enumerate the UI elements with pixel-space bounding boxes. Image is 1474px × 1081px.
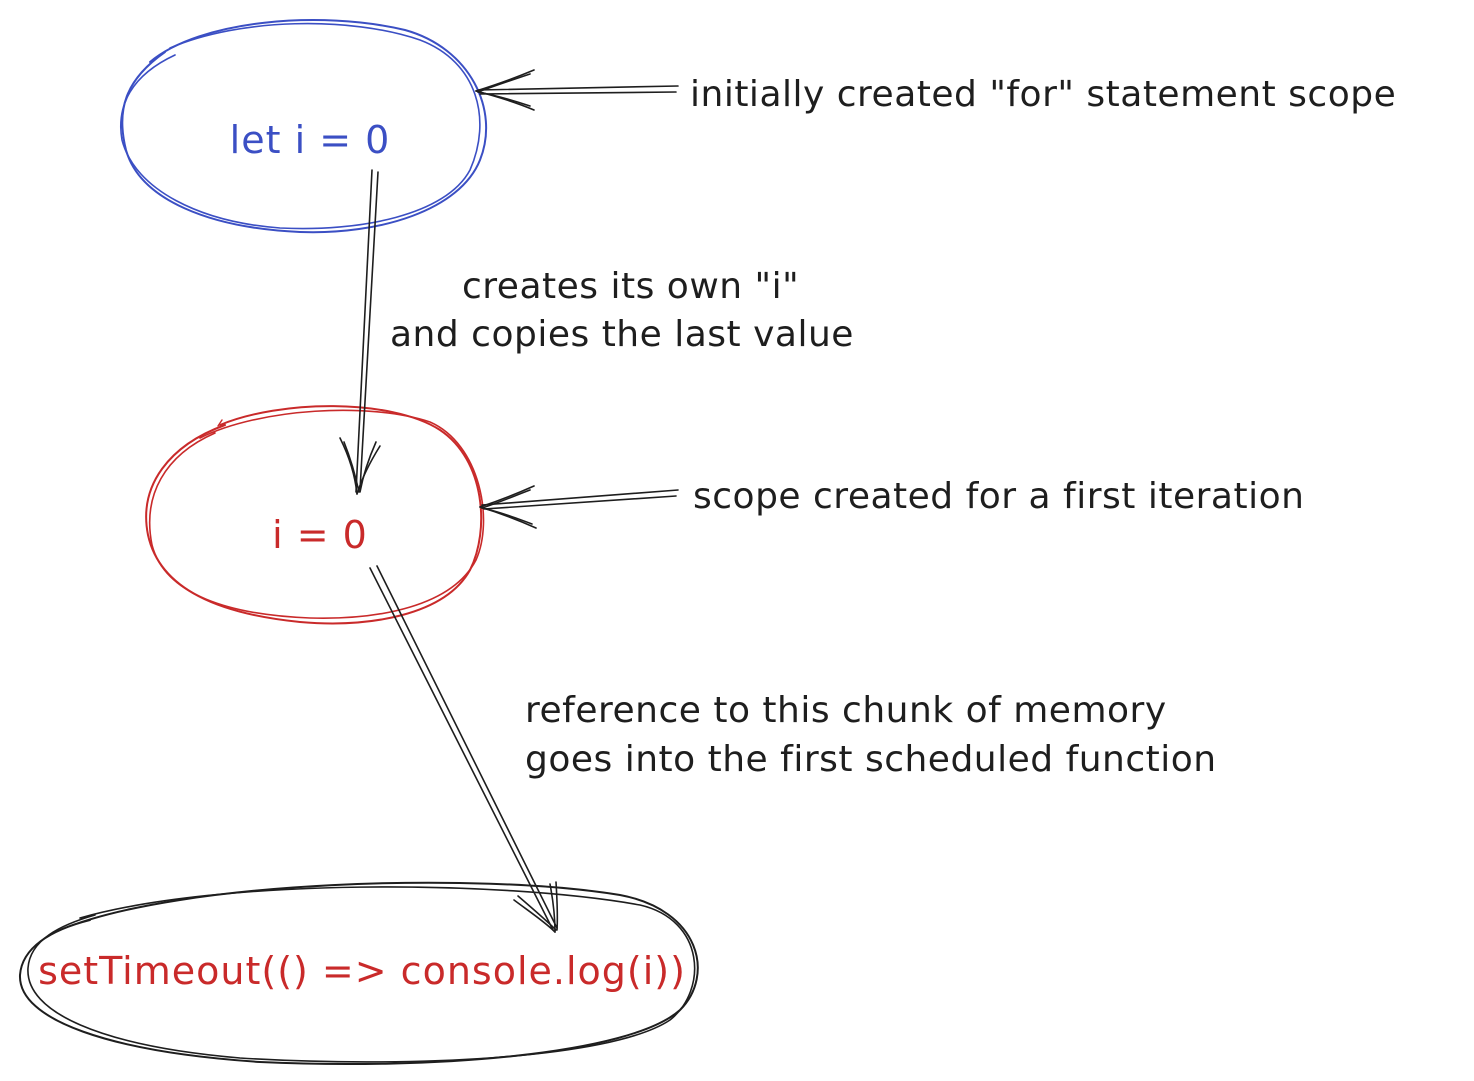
copy-annotation-line1: creates its own "i" [462,266,799,307]
reference-annotation-line2: goes into the first scheduled function [525,739,1217,780]
iteration-scope-node: i = 0 [145,405,485,625]
iteration-scope-annotation: scope created for a first iteration [693,476,1304,517]
iteration-scope-pointer-arrow [479,485,679,529]
copy-arrow [339,169,381,495]
for-scope-pointer-arrow [475,69,679,111]
callback-node: setTimeout(() => console.log(i)) [18,881,699,1066]
for-scope-label: let i = 0 [230,118,391,162]
iteration-scope-label: i = 0 [272,513,368,557]
callback-label: setTimeout(() => console.log(i)) [38,949,686,993]
reference-annotation-line1: reference to this chunk of memory [525,690,1167,731]
reference-arrow [369,565,559,933]
for-scope-annotation: initially created "for" statement scope [690,74,1396,115]
copy-annotation-line2: and copies the last value [390,314,854,355]
for-scope-node: let i = 0 [120,19,488,234]
